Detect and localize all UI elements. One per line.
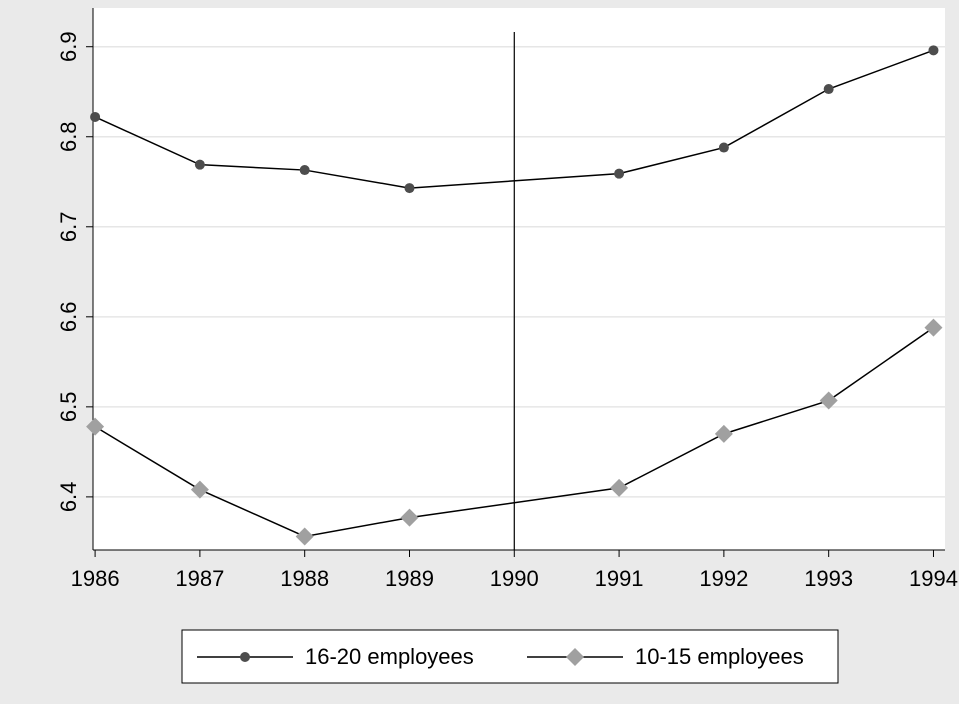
x-tick-label: 1991 <box>595 566 644 591</box>
y-tick-label: 6.4 <box>56 482 81 513</box>
data-point <box>295 527 314 546</box>
y-tick-label: 6.6 <box>56 302 81 333</box>
data-point <box>194 159 205 170</box>
y-tick-label: 6.7 <box>56 211 81 242</box>
y-tick-label: 6.9 <box>56 31 81 62</box>
y-tick-label: 6.8 <box>56 121 81 152</box>
x-tick-label: 1993 <box>804 566 853 591</box>
series-line <box>94 327 934 538</box>
x-tick-label: 1989 <box>385 566 434 591</box>
x-tick-label: 1990 <box>490 566 539 591</box>
data-point <box>86 417 105 436</box>
x-tick-label: 1992 <box>699 566 748 591</box>
data-point <box>614 168 625 179</box>
data-point <box>819 391 838 410</box>
data-point <box>924 318 943 337</box>
x-tick-label: 1987 <box>175 566 224 591</box>
x-tick-label: 1988 <box>280 566 329 591</box>
data-point <box>714 424 733 443</box>
series-line <box>94 49 934 189</box>
legend-marker <box>566 648 584 666</box>
data-point <box>400 508 419 527</box>
data-point <box>718 142 729 153</box>
y-tick-label: 6.5 <box>56 392 81 423</box>
data-point <box>90 111 101 122</box>
legend-marker <box>240 652 250 662</box>
data-point <box>823 84 834 95</box>
data-point <box>928 45 939 56</box>
data-point <box>610 478 629 497</box>
data-point <box>404 183 415 194</box>
legend-label: 10-15 employees <box>635 644 804 669</box>
plot-area <box>93 8 945 550</box>
x-tick-label: 1986 <box>71 566 120 591</box>
data-point <box>190 480 209 499</box>
legend-label: 16-20 employees <box>305 644 474 669</box>
x-tick-label: 1994 <box>909 566 958 591</box>
data-point <box>299 165 310 176</box>
